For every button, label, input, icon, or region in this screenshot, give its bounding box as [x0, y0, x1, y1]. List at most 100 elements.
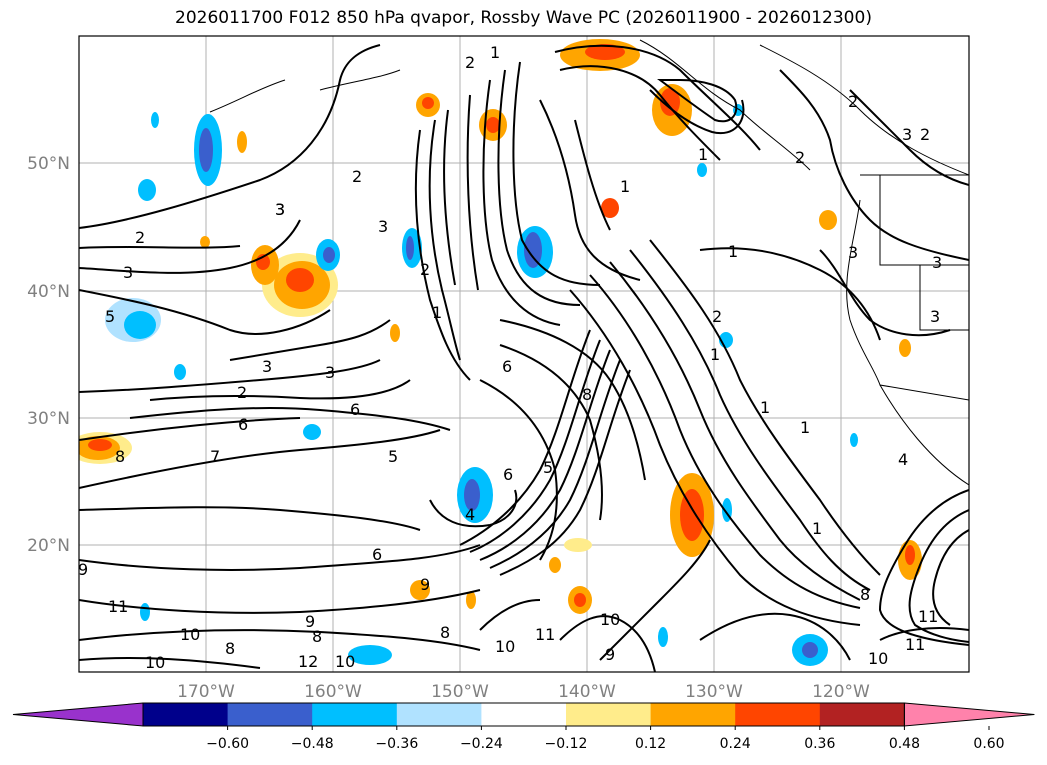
map-plot: 2 3 3 3 3 2 6 6 7 8 6 8 6 4 6 9 9 11 10 … — [78, 36, 969, 672]
contour-label: 10 — [145, 653, 165, 672]
contour-label: 2 — [795, 148, 805, 167]
colorbar-ticks: −0.60 −0.48 −0.36 −0.24 −0.12 0.12 0.24 0.36 0.4… — [206, 726, 1005, 752]
longitude-ticks: 170°W 160°W 150°W 140°W 130°W 120°W — [177, 682, 870, 702]
contour-label: 10 — [600, 610, 620, 629]
colorbar-tick-label: 0.48 — [889, 736, 920, 752]
contour-label: 2 — [420, 260, 430, 279]
latitude-ticks: 50°N 40°N 30°N 20°N — [27, 154, 70, 556]
contour-label: 1 — [800, 418, 810, 437]
contour-label: 2 — [465, 53, 475, 72]
lon-tick-label: 150°W — [431, 682, 489, 702]
contour-label: 6 — [502, 357, 512, 376]
contour-label: 10 — [180, 625, 200, 644]
filled-anomaly-patches — [79, 39, 922, 666]
contour-label: 3 — [848, 243, 858, 262]
colorbar-segment — [650, 703, 736, 726]
contour-label: 1 — [490, 43, 500, 62]
colorbar-tick-label: −0.36 — [375, 736, 418, 752]
contour-label: 3 — [275, 200, 285, 219]
contour-label: 10 — [335, 652, 355, 671]
contour-label: 1 — [620, 177, 630, 196]
contour-label: 12 — [298, 652, 318, 671]
contour-label: 2 — [352, 167, 362, 186]
lon-tick-label: 130°W — [685, 682, 743, 702]
map-frame — [78, 35, 970, 673]
contour-label: 3 — [325, 363, 335, 382]
contour-label: 8 — [225, 639, 235, 658]
colorbar-extend-low — [12, 702, 144, 727]
contour-label: 11 — [905, 635, 925, 654]
lat-tick-label: 20°N — [27, 536, 70, 556]
contour-label: 3 — [930, 307, 940, 326]
contour-label: 8 — [582, 385, 592, 404]
colorbar-frame — [142, 702, 905, 727]
colorbar-tick-label: −0.60 — [206, 736, 249, 752]
colorbar-tick-label: 0.60 — [973, 736, 1004, 752]
contour-label: 8 — [312, 627, 322, 646]
colorbar-tick-label: 0.24 — [720, 736, 751, 752]
contour-label: 11 — [535, 625, 555, 644]
colorbar-segment — [312, 703, 398, 726]
contour-label: 1 — [432, 303, 442, 322]
contour-label: 5 — [543, 458, 553, 477]
lon-tick-label: 140°W — [558, 682, 616, 702]
colorbar-segment — [819, 703, 905, 726]
contour-label: 2 — [135, 228, 145, 247]
lon-tick-label: 160°W — [304, 682, 362, 702]
contour-lines — [79, 44, 969, 672]
contour-label: 9 — [605, 645, 615, 664]
contour-label: 9 — [420, 575, 430, 594]
colorbar-segment — [227, 703, 313, 726]
contour-label: 10 — [495, 637, 515, 656]
contour-label: 2 — [848, 92, 858, 111]
contour-label: 3 — [932, 253, 942, 272]
contour-label: 7 — [210, 447, 220, 466]
contour-label: 3 — [123, 263, 133, 282]
colorbar-tick-label: 0.36 — [804, 736, 835, 752]
colorbar-tick-label: −0.24 — [460, 736, 503, 752]
contour-label: 3 — [902, 125, 912, 144]
contour-label: 5 — [105, 307, 115, 326]
colorbar-segment — [481, 703, 567, 726]
colorbar-segment — [566, 703, 652, 726]
contour-label: 6 — [372, 545, 382, 564]
land-boundaries — [209, 39, 969, 486]
colorbar-segment — [396, 703, 482, 726]
contour-label: 6 — [350, 400, 360, 419]
colorbar-segment — [143, 703, 229, 726]
lat-tick-label: 50°N — [27, 154, 70, 174]
contour-label: 11 — [108, 597, 128, 616]
figure-title: 2026011700 F012 850 hPa qvapor, Rossby W… — [175, 8, 872, 28]
contour-label: 3 — [378, 217, 388, 236]
colorbar-segment — [735, 703, 821, 726]
colorbar-tick-label: −0.48 — [291, 736, 334, 752]
graticule — [79, 36, 969, 672]
contour-label: 8 — [115, 447, 125, 466]
colorbar-tick-label: −0.12 — [545, 736, 588, 752]
contour-label: 2 — [920, 125, 930, 144]
contour-label: 6 — [238, 415, 248, 434]
contour-label: 6 — [503, 465, 513, 484]
contour-label: 1 — [710, 345, 720, 364]
lon-tick-label: 170°W — [177, 682, 235, 702]
lon-tick-label: 120°W — [812, 682, 870, 702]
lat-tick-label: 30°N — [27, 409, 70, 429]
contour-label: 9 — [78, 560, 88, 579]
contour-label: 10 — [868, 649, 888, 668]
contour-label: 4 — [898, 450, 908, 469]
contour-label: 3 — [262, 357, 272, 376]
colorbar — [12, 702, 1035, 727]
contour-label: 8 — [860, 585, 870, 604]
contour-label: 1 — [698, 145, 708, 164]
contour-label: 2 — [237, 383, 247, 402]
contour-label: 1 — [728, 242, 738, 261]
colorbar-extend-high — [903, 702, 1035, 727]
contour-labels: 2 3 3 3 3 2 6 6 7 8 6 8 6 4 6 9 9 11 10 … — [78, 43, 942, 672]
colorbar-tick-label: 0.12 — [635, 736, 666, 752]
contour-label: 9 — [305, 612, 315, 631]
contour-label: 1 — [812, 519, 822, 538]
lat-tick-label: 40°N — [27, 282, 70, 302]
contour-label: 11 — [918, 607, 938, 626]
contour-label: 2 — [712, 307, 722, 326]
